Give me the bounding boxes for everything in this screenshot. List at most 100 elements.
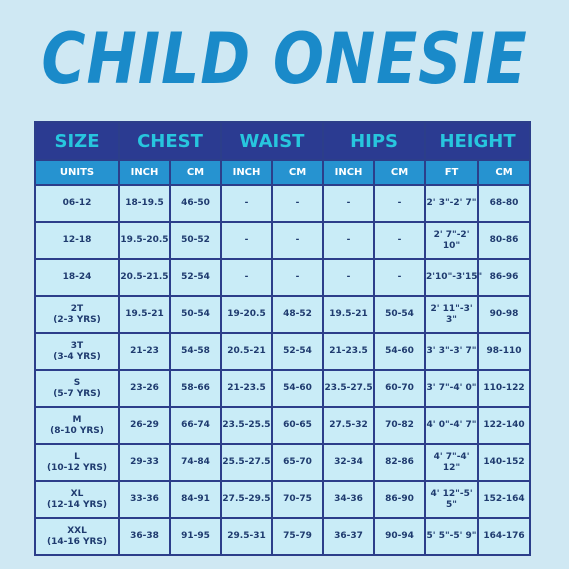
size-age-range: (14-16 YRS) <box>46 536 108 547</box>
cell-size: L (10-12 YRS) <box>34 443 120 482</box>
cell-size: XXL (14-16 YRS) <box>34 517 120 556</box>
cell-waist-cm: - <box>270 184 325 223</box>
cell-chest-cm: 84-91 <box>169 480 222 519</box>
cell-height-ft: 2' 3"-2' 7" <box>424 184 480 223</box>
units-label: UNITS <box>34 159 120 186</box>
cell-size: 18-24 <box>34 258 120 297</box>
cell-hips-in: 19.5-21 <box>322 295 376 334</box>
cell-chest-cm: 58-66 <box>169 369 222 408</box>
cell-chest-cm: 91-95 <box>169 517 222 556</box>
cell-chest-in: 20.5-21.5 <box>118 258 171 297</box>
cell-chest-cm: 50-54 <box>169 295 222 334</box>
cell-waist-in: 27.5-29.5 <box>220 480 273 519</box>
table-row: 12-18 19.5-20.5 50-52- - - -2' 7"-2' 10" 80-86 <box>34 221 532 260</box>
cell-height-cm: 80-86 <box>477 221 532 260</box>
cell-hips-in: 36-37 <box>322 517 376 556</box>
cell-hips-cm: - <box>373 184 427 223</box>
cell-chest-cm: 74-84 <box>169 443 222 482</box>
table-row: 18-24 20.5-21.5 52-54- - - -2'10"-3'15" 86-96 <box>34 258 532 297</box>
size-age-range: (8-10 YRS) <box>50 425 104 436</box>
cell-height-ft: 2' 7"-2' 10" <box>424 221 480 260</box>
cell-hips-cm: - <box>373 221 427 260</box>
size-age-range: (12-14 YRS) <box>46 499 108 510</box>
cell-waist-in: - <box>220 258 273 297</box>
cell-waist-cm: - <box>270 221 325 260</box>
cell-height-cm: 122-140 <box>477 406 532 445</box>
size-age-range: (10-12 YRS) <box>46 462 108 473</box>
cell-height-cm: 90-98 <box>477 295 532 334</box>
table-row: L (10-12 YRS) 29-33 74-84 25.5-27.5 65-70 32-3… <box>34 443 532 482</box>
cell-size: 2T (2-3 YRS) <box>34 295 120 334</box>
cell-height-cm: 86-96 <box>477 258 532 297</box>
size-age-range: (2-3 YRS) <box>53 314 101 325</box>
cell-waist-cm: 52-54 <box>270 332 325 371</box>
cell-hips-cm: 90-94 <box>373 517 427 556</box>
cell-chest-cm: 50-52 <box>169 221 222 260</box>
size-label: 2T <box>70 303 84 314</box>
size-label: M <box>72 414 82 425</box>
cell-chest-cm: 46-50 <box>169 184 222 223</box>
size-age-range: (5-7 YRS) <box>53 388 101 399</box>
cell-height-ft: 5' 5"-5' 9" <box>424 517 480 556</box>
cell-size: XL (12-14 YRS) <box>34 480 120 519</box>
unit-chest-cm: CM <box>169 159 222 186</box>
cell-chest-cm: 54-58 <box>169 332 222 371</box>
unit-chest-inch: INCH <box>118 159 171 186</box>
cell-waist-in: 21-23.5 <box>220 369 273 408</box>
cell-waist-in: 20.5-21 <box>220 332 273 371</box>
cell-hips-cm: - <box>373 258 427 297</box>
size-label: L <box>74 451 80 462</box>
cell-hips-in: - <box>322 184 376 223</box>
cell-hips-cm: 82-86 <box>373 443 427 482</box>
cell-waist-cm: 75-79 <box>270 517 325 556</box>
size-label: XXL <box>67 525 87 536</box>
cell-height-cm: 140-152 <box>477 443 532 482</box>
cell-height-ft: 2' 11"-3' 3" <box>424 295 480 334</box>
cell-hips-in: 27.5-32 <box>322 406 376 445</box>
cell-chest-in: 21-23 <box>118 332 171 371</box>
cell-height-ft: 2'10"-3'15" <box>424 258 482 297</box>
unit-hips-cm: CM <box>373 159 427 186</box>
cell-chest-in: 29-33 <box>118 443 171 482</box>
unit-height-cm: CM <box>477 159 532 186</box>
cell-size: 06-12 <box>34 184 120 223</box>
cell-waist-cm: 60-65 <box>270 406 325 445</box>
header-size: SIZE <box>34 121 120 161</box>
table-row: 2T (2-3 YRS) 19.5-21 50-54 19-20.5 48-52 19.5-… <box>34 295 532 334</box>
header-row: SIZE CHEST WAIST HIPS HEIGHT <box>34 121 532 161</box>
table-row: S (5-7 YRS) 23-26 58-66 21-23.5 54-60 23.5-27.… <box>34 369 532 408</box>
size-age-range: (3-4 YRS) <box>53 351 101 362</box>
unit-height-ft: FT <box>424 159 480 186</box>
cell-hips-in: - <box>322 221 376 260</box>
cell-waist-cm: 48-52 <box>270 295 325 334</box>
cell-waist-cm: - <box>270 258 325 297</box>
header-waist: WAIST <box>219 121 325 161</box>
cell-waist-in: 19-20.5 <box>220 295 273 334</box>
cell-hips-cm: 60-70 <box>373 369 427 408</box>
cell-height-ft: 3' 7"-4' 0" <box>424 369 480 408</box>
cell-chest-in: 33-36 <box>118 480 171 519</box>
size-label: 06-12 <box>62 198 92 208</box>
cell-waist-cm: 70-75 <box>270 480 325 519</box>
cell-chest-cm: 66-74 <box>169 406 222 445</box>
cell-chest-in: 23-26 <box>118 369 171 408</box>
header-chest: CHEST <box>118 121 222 161</box>
cell-hips-cm: 86-90 <box>373 480 427 519</box>
size-label: 12-18 <box>62 235 92 245</box>
cell-height-cm: 164-176 <box>477 517 532 556</box>
cell-chest-in: 19.5-21 <box>118 295 171 334</box>
cell-height-cm: 152-164 <box>477 480 532 519</box>
cell-size: M (8-10 YRS) <box>34 406 120 445</box>
table-row: M (8-10 YRS) 26-29 66-74 23.5-25.5 60-65 27.5-… <box>34 406 532 445</box>
size-label: XL <box>70 488 84 499</box>
cell-size: 3T (3-4 YRS) <box>34 332 120 371</box>
units-row: UNITS INCH CM INCH CM INCH CM FT CM <box>34 159 532 186</box>
table-row: 06-12 18-19.5 46-50- - - -2' 3"-2' 7" 68-80 <box>34 184 532 223</box>
cell-hips-cm: 50-54 <box>373 295 427 334</box>
cell-waist-cm: 54-60 <box>270 369 325 408</box>
cell-size: S (5-7 YRS) <box>34 369 120 408</box>
cell-chest-in: 36-38 <box>118 517 171 556</box>
cell-size: 12-18 <box>34 221 120 260</box>
cell-height-cm: 68-80 <box>477 184 532 223</box>
cell-waist-in: 25.5-27.5 <box>220 443 273 482</box>
